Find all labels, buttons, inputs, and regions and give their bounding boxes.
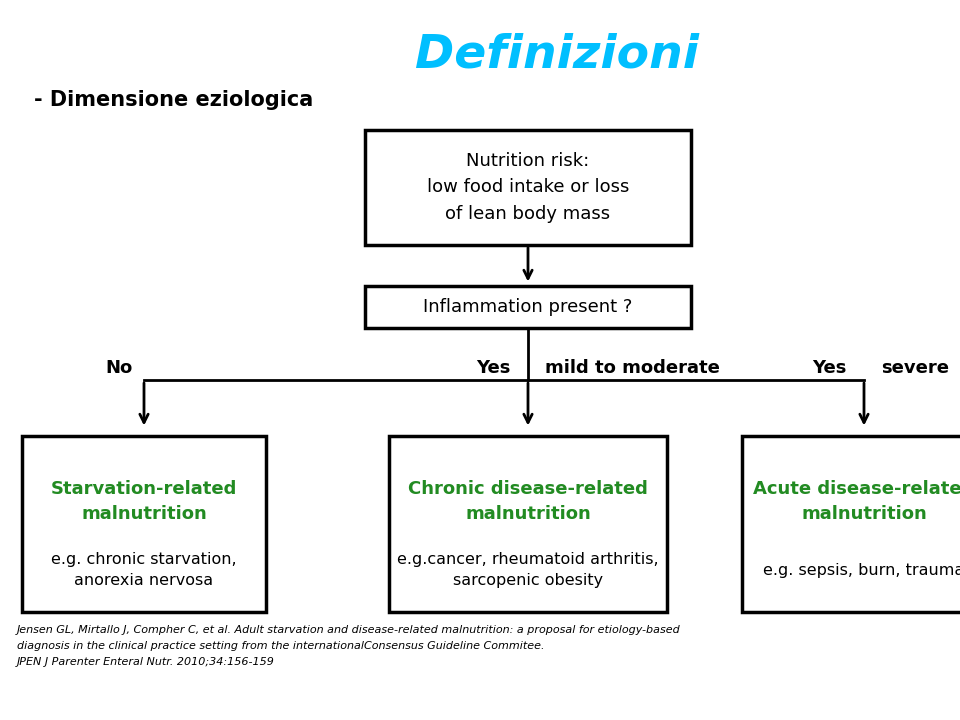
Text: No: No <box>106 359 132 377</box>
Text: Definizioni: Definizioni <box>415 32 699 77</box>
Text: diagnosis in the clinical practice setting from the internationalConsensus Guide: diagnosis in the clinical practice setti… <box>17 641 544 651</box>
Text: Starvation-related
malnutrition: Starvation-related malnutrition <box>51 480 237 523</box>
Text: Acute disease-related
malnutrition: Acute disease-related malnutrition <box>754 480 960 523</box>
Text: Yes: Yes <box>812 359 847 377</box>
FancyBboxPatch shape <box>389 436 667 612</box>
FancyBboxPatch shape <box>365 130 691 245</box>
Text: e.g. chronic starvation,
anorexia nervosa: e.g. chronic starvation, anorexia nervos… <box>51 552 237 588</box>
Text: severe: severe <box>881 359 949 377</box>
Text: Yes: Yes <box>476 359 511 377</box>
Text: JPEN J Parenter Enteral Nutr. 2010;34:156-159: JPEN J Parenter Enteral Nutr. 2010;34:15… <box>17 657 276 667</box>
FancyBboxPatch shape <box>22 436 266 612</box>
FancyBboxPatch shape <box>365 286 691 328</box>
Text: e.g. sepsis, burn, trauma: e.g. sepsis, burn, trauma <box>763 563 960 577</box>
Text: e.g.cancer, rheumatoid arthritis,
sarcopenic obesity: e.g.cancer, rheumatoid arthritis, sarcop… <box>397 552 659 588</box>
Text: Jensen GL, Mirtallo J, Compher C, et al. Adult starvation and disease-related ma: Jensen GL, Mirtallo J, Compher C, et al.… <box>17 625 681 635</box>
Text: Nutrition risk:
low food intake or loss
of lean body mass: Nutrition risk: low food intake or loss … <box>427 152 629 222</box>
FancyBboxPatch shape <box>741 436 960 612</box>
Text: - Dimensione eziologica: - Dimensione eziologica <box>34 90 313 110</box>
Text: Inflammation present ?: Inflammation present ? <box>423 298 633 315</box>
Text: Chronic disease-related
malnutrition: Chronic disease-related malnutrition <box>408 480 648 523</box>
Text: mild to moderate: mild to moderate <box>545 359 720 377</box>
